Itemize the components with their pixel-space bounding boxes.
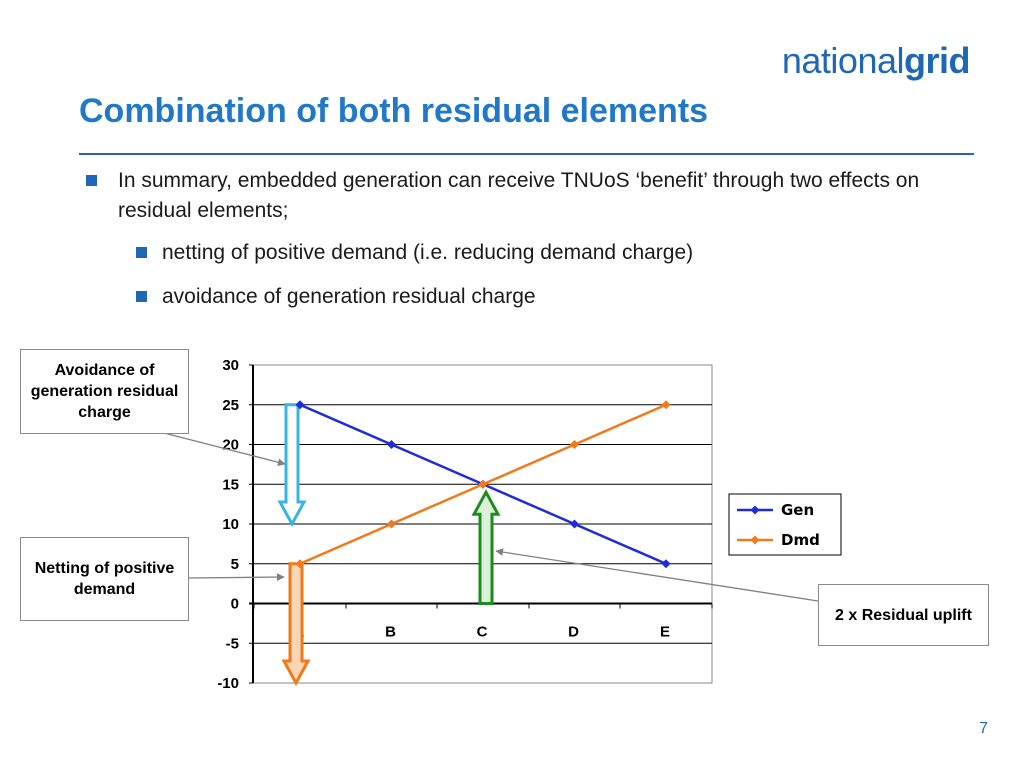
legend-label: Dmd — [781, 531, 820, 549]
bullet-square-icon — [136, 291, 147, 302]
callout-netting: Netting of positive demand — [20, 537, 189, 621]
legend-marker — [750, 535, 760, 545]
arrow-down-icon — [281, 562, 311, 687]
connector-line — [495, 548, 819, 602]
legend-marker — [750, 505, 760, 515]
legend-box — [728, 493, 842, 556]
chart-series — [295, 400, 671, 569]
chart-annotation-arrows — [277, 403, 501, 687]
data-point — [661, 400, 671, 410]
bullet-sub-1: netting of positive demand (i.e. reducin… — [86, 238, 946, 268]
bullet-main: In summary, embedded generation can rece… — [86, 166, 946, 226]
y-tick-label: 10 — [222, 516, 239, 533]
x-tick-label: D — [568, 624, 579, 641]
y-tick-label: -5 — [226, 635, 239, 652]
national-grid-logo: nationalgrid — [781, 40, 971, 81]
title-divider — [79, 153, 974, 155]
callout-avoidance: Avoidance of generation residual charge — [20, 349, 189, 434]
data-point — [570, 440, 579, 449]
data-point — [387, 440, 396, 449]
data-point — [478, 479, 488, 489]
x-tick-label: E — [660, 624, 670, 641]
bullet-list: In summary, embedded generation can rece… — [86, 166, 946, 312]
data-point — [661, 559, 671, 569]
data-point — [570, 519, 579, 529]
legend-label: Gen — [781, 501, 814, 519]
data-point — [295, 559, 305, 569]
y-tick-label: 15 — [222, 476, 239, 493]
connector-line — [188, 573, 285, 581]
data-point — [387, 519, 396, 529]
y-tick-label: 30 — [222, 357, 239, 374]
arrow-up-icon — [471, 489, 501, 605]
data-point — [295, 400, 305, 410]
bullet-square-icon — [86, 175, 97, 186]
page-title: Combination of both residual elements — [79, 92, 709, 130]
bullet-sub-2-text: avoidance of generation residual charge — [162, 285, 536, 308]
page-number: 7 — [979, 720, 988, 737]
callout-connectors — [163, 432, 819, 602]
bullet-main-text: In summary, embedded generation can rece… — [118, 169, 920, 222]
y-tick-label: 0 — [231, 596, 239, 613]
x-tick-label: B — [385, 624, 396, 641]
y-tick-label: -10 — [217, 675, 239, 692]
bullet-sub-1-text: netting of positive demand (i.e. reducin… — [162, 241, 694, 264]
x-tick-label: C — [477, 624, 488, 641]
chart-legend: Gen Dmd — [728, 493, 842, 556]
arrow-down-icon — [277, 403, 307, 528]
callout-residual-uplift: 2 x Residual uplift — [818, 584, 989, 646]
bullet-square-icon — [136, 247, 147, 258]
connector-line — [163, 432, 286, 467]
y-tick-label: 25 — [222, 397, 239, 414]
bullet-sub-2: avoidance of generation residual charge — [86, 282, 946, 312]
y-tick-label: 5 — [231, 556, 239, 573]
